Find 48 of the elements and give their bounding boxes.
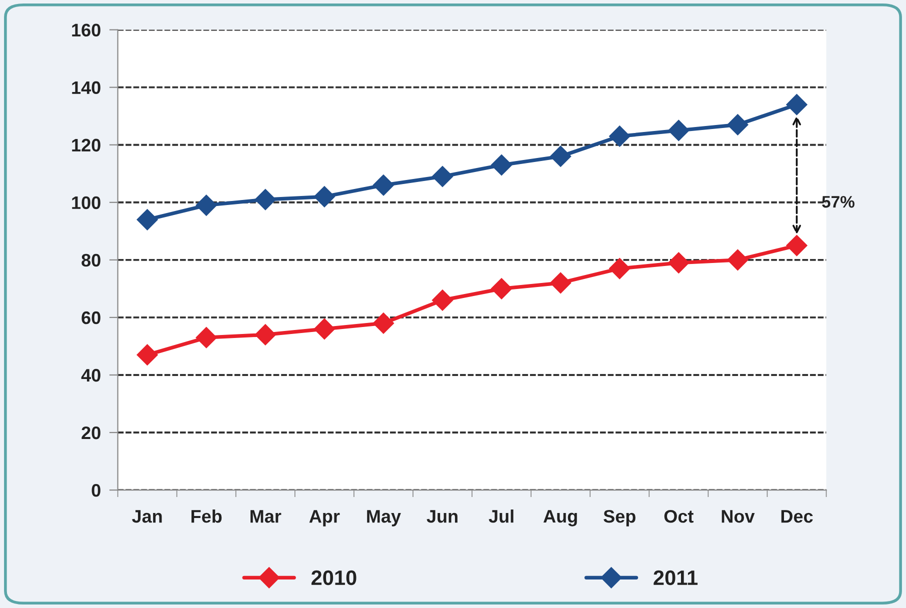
point: [314, 186, 335, 208]
y-tick-label: 120: [72, 138, 100, 152]
y-tick-label: 20: [82, 426, 100, 440]
y-tick-label: 80: [82, 254, 100, 267]
point: [786, 235, 808, 256]
x-tick-label: Dec: [781, 510, 813, 523]
annotation: 57%: [822, 196, 854, 208]
x-tick-label: Sep: [604, 510, 636, 526]
point: [432, 290, 454, 311]
point: [136, 344, 158, 366]
point: [609, 126, 630, 147]
point: [196, 194, 217, 216]
point: [136, 209, 158, 230]
point: [727, 114, 748, 136]
y-tick-label: 60: [82, 311, 100, 324]
x-tick-label: Oct: [664, 510, 694, 523]
point: [668, 252, 690, 274]
x-tick-label: Apr: [309, 510, 340, 526]
point: [196, 327, 217, 348]
point: [491, 154, 512, 176]
legend-label: 2010: [311, 570, 356, 586]
x-tick-label: Jan: [132, 510, 162, 523]
point: [254, 324, 276, 346]
legend-label: 2011: [654, 570, 698, 586]
point: [727, 249, 748, 270]
x-tick-label: Feb: [192, 509, 222, 523]
y-tick-label: 160: [72, 24, 100, 37]
x-tick-label: Jul: [488, 509, 514, 523]
point: [491, 278, 512, 300]
point: [668, 120, 690, 141]
point: [314, 318, 335, 340]
point: [372, 174, 394, 196]
x-tick-label: Jun: [426, 510, 458, 523]
point: [254, 188, 276, 210]
point: [786, 94, 808, 116]
point: [550, 146, 572, 167]
y-tick-label: 0: [92, 484, 100, 497]
point: [609, 258, 630, 280]
y-tick-label: 40: [81, 368, 100, 382]
x-tick-label: Nov: [722, 510, 755, 523]
point: [550, 272, 572, 294]
point: [432, 166, 454, 188]
x-tick-label: Mar: [250, 510, 282, 523]
point: [372, 312, 394, 334]
y-tick-label: 140: [72, 81, 100, 94]
x-tick-label: May: [367, 510, 401, 526]
x-tick-label: Aug: [543, 510, 577, 526]
y-tick-label: 100: [72, 196, 100, 210]
